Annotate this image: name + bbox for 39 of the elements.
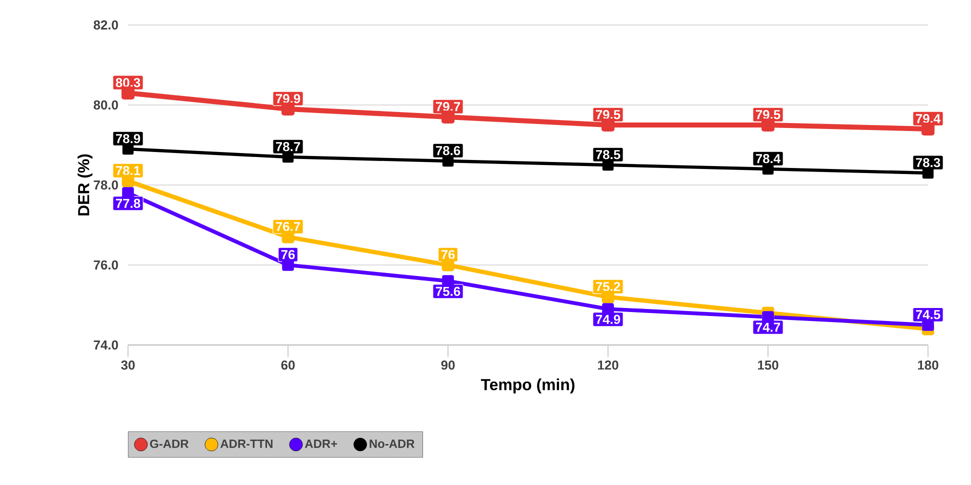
data-label: 75.2: [596, 282, 620, 292]
legend-label: ADR+: [304, 440, 338, 448]
legend-label: ADR-TTN: [220, 440, 272, 448]
data-label: 78.6: [436, 146, 460, 156]
x-tick-label: 30: [121, 360, 135, 370]
x-tick-label: 180: [918, 360, 938, 370]
x-tick-label: 60: [281, 360, 295, 370]
data-label: 79.4: [916, 114, 941, 124]
data-label: 78.9: [116, 134, 140, 144]
data-label: 76.7: [276, 222, 300, 232]
data-label: 76: [441, 250, 455, 260]
data-label: 74.5: [916, 310, 940, 320]
x-tick-label: 120: [598, 360, 618, 370]
data-label: 79.9: [276, 94, 300, 104]
y-tick-label: 82.0: [94, 20, 118, 30]
x-axis-title: Tempo (min): [480, 378, 574, 394]
data-label: 80.3: [116, 78, 140, 88]
legend-label: No-ADR: [370, 440, 415, 448]
data-label: 78.7: [276, 142, 300, 152]
x-tick-label: 150: [758, 360, 778, 370]
data-label: 74.7: [756, 322, 780, 332]
data-label: 74.9: [596, 314, 620, 324]
data-label: 78.5: [596, 150, 620, 160]
y-tick-label: 78.0: [94, 180, 118, 190]
y-tick-label: 74.0: [94, 340, 118, 350]
data-label: 76: [281, 250, 295, 260]
x-tick-label: 90: [441, 360, 455, 370]
data-label: 79.5: [756, 110, 780, 120]
y-axis-title: DER (%): [78, 154, 92, 216]
data-label: 78.3: [916, 158, 940, 168]
data-label: 78.4: [756, 154, 781, 164]
data-label: 77.8: [116, 198, 140, 208]
data-label: 78.1: [116, 166, 140, 176]
data-label: 75.6: [436, 286, 460, 296]
data-label: 79.5: [596, 110, 620, 120]
y-tick-label: 76.0: [94, 260, 118, 270]
y-tick-label: 80.0: [94, 100, 118, 110]
data-label: 79.7: [436, 102, 460, 112]
legend-label: G-ADR: [150, 440, 189, 448]
